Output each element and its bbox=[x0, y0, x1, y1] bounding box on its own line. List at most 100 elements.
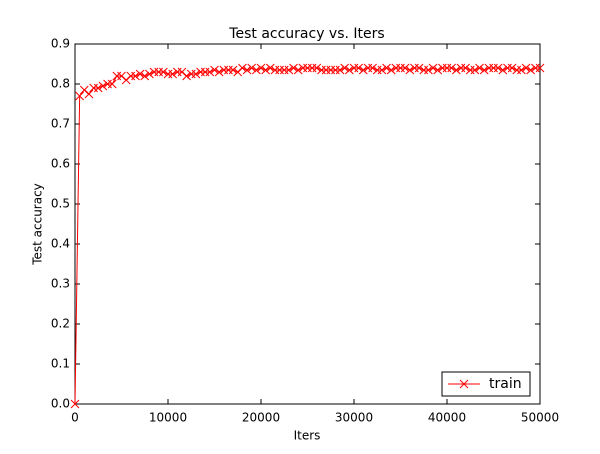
point-marker bbox=[205, 67, 215, 77]
marker-stroke bbox=[521, 63, 531, 73]
marker-stroke bbox=[238, 63, 247, 73]
marker-stroke bbox=[354, 63, 364, 73]
marker-stroke bbox=[461, 63, 470, 73]
point-marker bbox=[470, 65, 480, 75]
point-marker bbox=[368, 63, 377, 73]
marker-stroke bbox=[228, 65, 238, 75]
marker-stroke bbox=[451, 65, 461, 75]
point-marker bbox=[70, 399, 80, 409]
marker-stroke bbox=[79, 85, 89, 95]
marker-stroke bbox=[498, 65, 508, 75]
marker-stroke bbox=[242, 65, 252, 75]
marker-stroke bbox=[459, 379, 469, 389]
point-marker bbox=[191, 69, 201, 79]
x-tick-label: 10000 bbox=[149, 411, 187, 425]
marker-stroke bbox=[293, 65, 303, 75]
marker-stroke bbox=[210, 65, 219, 75]
point-marker bbox=[135, 69, 145, 79]
y-tick-label: 0.7 bbox=[51, 117, 70, 131]
legend-marker bbox=[459, 379, 469, 389]
marker-stroke bbox=[386, 65, 396, 75]
marker-stroke bbox=[214, 67, 224, 77]
y-tick-label: 0.2 bbox=[51, 317, 70, 331]
marker-stroke bbox=[251, 65, 261, 75]
point-marker bbox=[433, 65, 443, 75]
marker-stroke bbox=[98, 81, 108, 91]
point-marker bbox=[354, 63, 364, 73]
point-marker bbox=[451, 65, 461, 75]
point-marker bbox=[312, 63, 322, 73]
marker-stroke bbox=[344, 65, 354, 75]
point-marker bbox=[256, 63, 266, 73]
marker-stroke bbox=[205, 67, 215, 77]
point-marker bbox=[498, 65, 508, 75]
y-tick-label: 0.0 bbox=[51, 397, 70, 411]
marker-stroke bbox=[70, 399, 80, 409]
marker-stroke bbox=[424, 65, 433, 75]
point-marker bbox=[377, 65, 387, 75]
y-tick-label: 0.9 bbox=[51, 37, 70, 51]
marker-stroke bbox=[526, 65, 536, 75]
point-marker bbox=[168, 69, 178, 79]
point-marker bbox=[158, 67, 168, 77]
marker-stroke bbox=[368, 63, 377, 73]
marker-stroke bbox=[382, 63, 391, 73]
y-tick-label: 0.1 bbox=[51, 357, 70, 371]
y-tick-label: 0.3 bbox=[51, 277, 70, 291]
marker-stroke bbox=[335, 65, 345, 75]
marker-stroke bbox=[405, 65, 415, 75]
y-tick-label: 0.4 bbox=[51, 237, 70, 251]
point-marker bbox=[182, 71, 191, 81]
point-marker bbox=[98, 81, 108, 91]
x-axis-label: Iters bbox=[294, 429, 321, 443]
point-marker bbox=[293, 65, 303, 75]
marker-stroke bbox=[447, 63, 457, 73]
marker-stroke bbox=[433, 65, 443, 75]
point-marker bbox=[358, 65, 368, 75]
marker-stroke bbox=[177, 67, 187, 77]
point-marker bbox=[265, 63, 275, 73]
marker-stroke bbox=[507, 63, 517, 73]
point-marker bbox=[535, 63, 545, 73]
marker-stroke bbox=[135, 69, 145, 79]
y-axis-label: Test accuracy bbox=[31, 183, 45, 266]
x-tick-label: 0 bbox=[71, 411, 79, 425]
marker-stroke bbox=[289, 63, 298, 73]
point-marker bbox=[335, 65, 345, 75]
point-marker bbox=[521, 63, 531, 73]
point-marker bbox=[344, 65, 354, 75]
marker-stroke bbox=[247, 63, 257, 73]
point-marker bbox=[145, 69, 154, 79]
marker-stroke bbox=[168, 69, 178, 79]
y-tick-label: 0.8 bbox=[51, 77, 70, 91]
point-marker bbox=[93, 83, 103, 93]
marker-stroke bbox=[75, 91, 85, 101]
point-marker bbox=[289, 63, 298, 73]
point-marker bbox=[414, 63, 424, 73]
point-marker bbox=[447, 63, 457, 73]
point-marker bbox=[507, 63, 517, 73]
marker-stroke bbox=[470, 65, 480, 75]
point-marker bbox=[210, 65, 219, 75]
marker-stroke bbox=[93, 83, 103, 93]
point-marker bbox=[424, 65, 433, 75]
marker-stroke bbox=[377, 65, 387, 75]
point-marker bbox=[517, 65, 526, 75]
point-marker bbox=[261, 65, 271, 75]
marker-stroke bbox=[358, 65, 368, 75]
marker-stroke bbox=[517, 65, 526, 75]
point-marker bbox=[247, 63, 257, 73]
marker-stroke bbox=[182, 71, 191, 81]
marker-stroke bbox=[414, 63, 424, 73]
marker-stroke bbox=[158, 67, 168, 77]
point-marker bbox=[400, 63, 410, 73]
marker-stroke bbox=[107, 79, 117, 89]
x-tick-label: 50000 bbox=[521, 411, 559, 425]
chart-title: Test accuracy vs. Iters bbox=[228, 26, 384, 42]
y-tick-label: 0.5 bbox=[51, 197, 70, 211]
point-marker bbox=[386, 65, 396, 75]
point-marker bbox=[131, 71, 140, 81]
marker-stroke bbox=[284, 65, 294, 75]
marker-stroke bbox=[84, 89, 94, 99]
